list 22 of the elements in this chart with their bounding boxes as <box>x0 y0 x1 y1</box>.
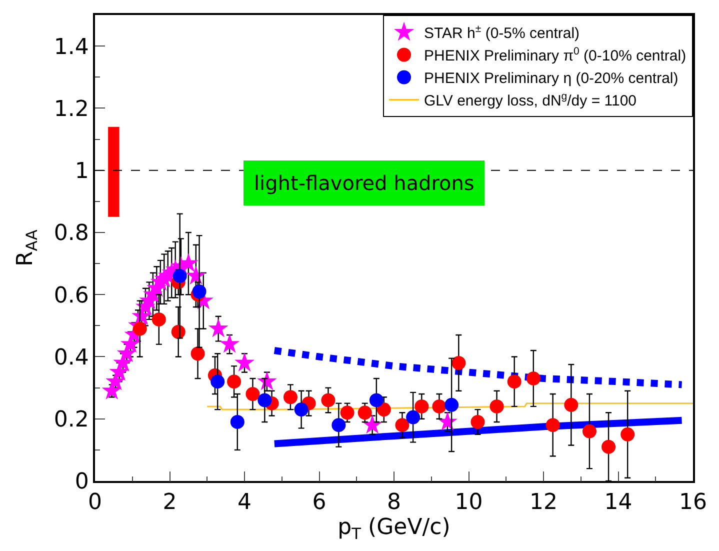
x-tick-label: 10 <box>454 490 483 516</box>
y-tick-label: 0 <box>74 470 89 495</box>
x-tick-label: 8 <box>387 490 401 516</box>
legend-label: GLV energy loss, dN$^{g}$/dy = 1100 <box>424 90 637 110</box>
x-axis-title: p$_{T}$ (GeV/c) <box>338 515 450 543</box>
y-tick-label: 1 <box>74 159 89 184</box>
x-tick-label: 6 <box>312 490 326 516</box>
y-tick-label: 1.4 <box>54 34 89 60</box>
x-tick-label: 12 <box>530 490 558 516</box>
x-tick-label: 2 <box>162 490 177 516</box>
y-tick-label: 0.2 <box>54 408 89 433</box>
x-tick-label: 14 <box>604 490 632 516</box>
legend-label: PHENIX Preliminary η (0-20% central) <box>424 70 678 88</box>
x-tick-label: 4 <box>238 490 252 516</box>
y-tick-label: 1.2 <box>54 96 89 122</box>
x-tick-label: 16 <box>679 490 707 516</box>
y-tick-label: 0.6 <box>54 283 89 308</box>
y-tick-label: 0.8 <box>54 221 89 246</box>
annotation: light-flavored hadrons <box>254 171 474 195</box>
y-tick-label: 0.4 <box>54 345 89 370</box>
legend-label: STAR h$^{±}$ (0-5% central) <box>424 22 580 42</box>
legend-label: PHENIX Preliminary π$^{0}$ (0-10% central) <box>424 45 686 65</box>
